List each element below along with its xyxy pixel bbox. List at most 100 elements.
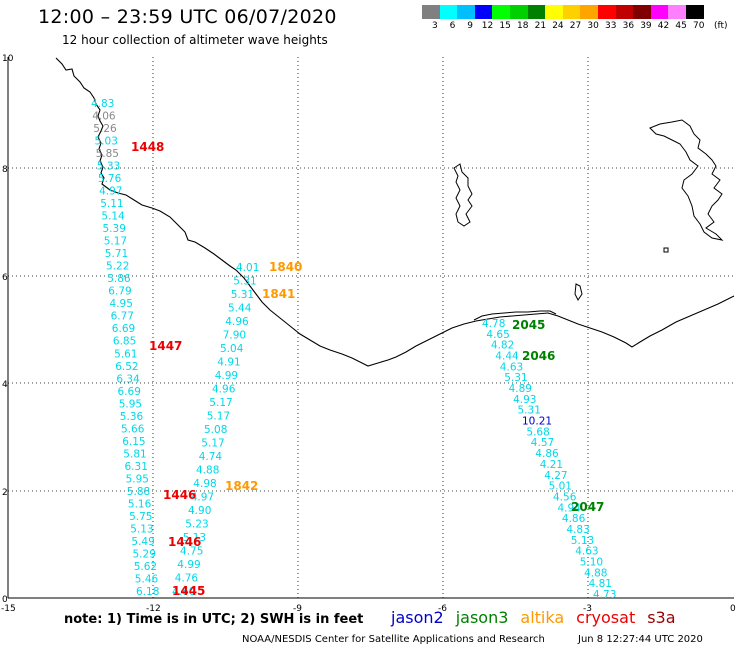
cryosat-swh-value: 4.95: [110, 298, 133, 310]
scale-tick: 27: [569, 21, 582, 31]
footnote: note: 1) Time is in UTC; 2) SWH is in fe…: [64, 612, 364, 627]
cryosat-swh-value: 6.18: [136, 586, 159, 598]
map-title: 12:00 – 23:59 UTC 06/07/2020: [38, 6, 337, 28]
cryosat-swh-value: 5.16: [128, 498, 152, 510]
island-dot: [663, 247, 669, 253]
jason3-swh-value: 4.89: [509, 383, 532, 395]
cryosat-swh-value: 5.76: [98, 173, 122, 185]
cryosat-swh-value: 6.31: [125, 461, 148, 473]
jason3-swh-value: 5.68: [526, 426, 549, 438]
jason3-swh-value: 5.10: [580, 557, 603, 569]
cryosat-swh-value: 6.15: [122, 436, 145, 448]
scale-swatch: [492, 5, 510, 19]
y-tick: 10: [2, 54, 14, 64]
cryosat-swh-value: 5.49: [131, 536, 154, 548]
cryosat-swh-value: 5.62: [134, 561, 157, 573]
satellite-altika: altika: [520, 608, 565, 627]
scale-tick: 70: [693, 21, 705, 31]
satellite-s3a: s3a: [647, 608, 676, 627]
scale-tick: 12: [481, 21, 494, 31]
jason3-swh-value: 4.73: [593, 589, 616, 601]
altika-swh-value: 5.17: [201, 438, 224, 450]
jason3-swh-value: 4.86: [535, 448, 559, 460]
altika-swh-value: 4.60: [172, 586, 195, 598]
pass-time-labels: 1448 1447 1446 1446 1445 1840 1841 1842 2045 2046…: [131, 140, 604, 598]
scale-swatch: [685, 5, 704, 19]
cryosat-swh-value: 6.34: [116, 373, 140, 385]
cryosat-swh-value: 5.33: [97, 161, 120, 173]
wave-height-tracks: 4.834.065.265.035.855.335.764.975.115.14…: [91, 98, 616, 601]
scale-tick: 3: [432, 21, 438, 31]
pass-time-label: 1446: [168, 535, 201, 549]
cryosat-swh-value: 5.61: [114, 348, 137, 360]
map-subtitle: 12 hour collection of altimeter wave hei…: [62, 33, 328, 47]
jason3-swh-value: 4.93: [513, 394, 536, 406]
cryosat-swh-value: 5.14: [101, 211, 125, 223]
jason3-swh-value: 4.82: [491, 340, 514, 352]
scale-tick: 30: [587, 21, 599, 31]
grid-lines: [8, 57, 734, 598]
cryosat-swh-value: 5.29: [133, 549, 156, 561]
pass-time-label: 1445: [172, 584, 205, 598]
scale-swatch: [633, 5, 651, 19]
pass-time-label: 1446: [163, 488, 196, 502]
y-tick: 0: [2, 595, 8, 605]
scale-tick: 9: [467, 21, 473, 31]
altika-swh-value: 5.13: [183, 532, 206, 544]
scale-tick: 42: [657, 21, 670, 31]
pass-time-label: 2046: [522, 349, 555, 363]
cryosat-swh-value: 5.81: [123, 448, 146, 460]
altika-swh-value: 5.17: [207, 411, 230, 423]
cryosat-swh-value: 5.39: [103, 223, 126, 235]
jason3-swh-value: 10.21: [522, 416, 552, 428]
jason3-swh-value: 4.63: [500, 361, 523, 373]
jason3-swh-value: 5.01: [549, 481, 572, 493]
jason3-swh-value: 4.27: [544, 470, 567, 482]
altika-swh-value: 5.23: [185, 519, 208, 531]
cryosat-swh-value: 5.86: [107, 273, 131, 285]
scale-swatch: [527, 5, 546, 19]
jason3-swh-value: 4.56: [553, 491, 577, 503]
scale-tick: 6: [449, 21, 456, 31]
cryosat-swh-value: 5.85: [96, 148, 119, 160]
scale-tick: 39: [640, 21, 652, 31]
altika-swh-value: 4.91: [217, 357, 240, 369]
scale-swatch: [562, 5, 581, 19]
jason3-swh-value: 4.78: [482, 318, 505, 330]
cryosat-swh-value: 6.69: [118, 386, 141, 398]
scale-swatch: [545, 5, 563, 19]
altika-swh-value: 4.96: [225, 316, 249, 328]
satellite-legend: jason2 jason3 altika cryosat s3a: [391, 608, 688, 627]
jason3-swh-value: 4.21: [540, 459, 563, 471]
jason3-swh-value: 4.44: [495, 351, 519, 363]
scale-tick: 36: [622, 21, 635, 31]
altika-swh-value: 4.76: [175, 573, 199, 585]
scale-swatch: [422, 5, 440, 19]
island-fernando-po: [453, 163, 473, 227]
pass-time-label: 2045: [512, 318, 545, 332]
cryosat-swh-value: 5.71: [105, 248, 128, 260]
color-scale-bar: [422, 5, 704, 19]
jason3-swh-value: 4.94: [558, 502, 582, 514]
altika-swh-value: 4.90: [188, 505, 211, 517]
cryosat-swh-value: 5.13: [130, 523, 153, 535]
altika-swh-value: 4.97: [191, 492, 214, 504]
altika-swh-value: 7.90: [223, 330, 246, 342]
jason3-swh-value: 4.63: [575, 546, 598, 558]
credit-line: NOAA/NESDIS Center for Satellite Applica…: [242, 634, 545, 645]
altika-swh-value: 5.17: [209, 397, 232, 409]
scale-swatch: [668, 5, 686, 19]
altika-swh-value: 4.99: [215, 370, 238, 382]
cryosat-swh-value: 5.36: [120, 411, 144, 423]
x-tick: -9: [293, 604, 302, 614]
scale-tick: 33: [605, 21, 617, 31]
jason3-swh-value: 5.31: [518, 405, 541, 417]
y-axis-ticks: 0 2 4 6 8 10: [2, 54, 14, 605]
altika-swh-value: 4.88: [196, 465, 219, 477]
island-bioko: [649, 119, 724, 241]
y-tick: 8: [2, 165, 8, 175]
scale-swatch: [509, 5, 528, 19]
cryosat-swh-value: 4.83: [91, 98, 114, 110]
coastline: [55, 57, 735, 367]
